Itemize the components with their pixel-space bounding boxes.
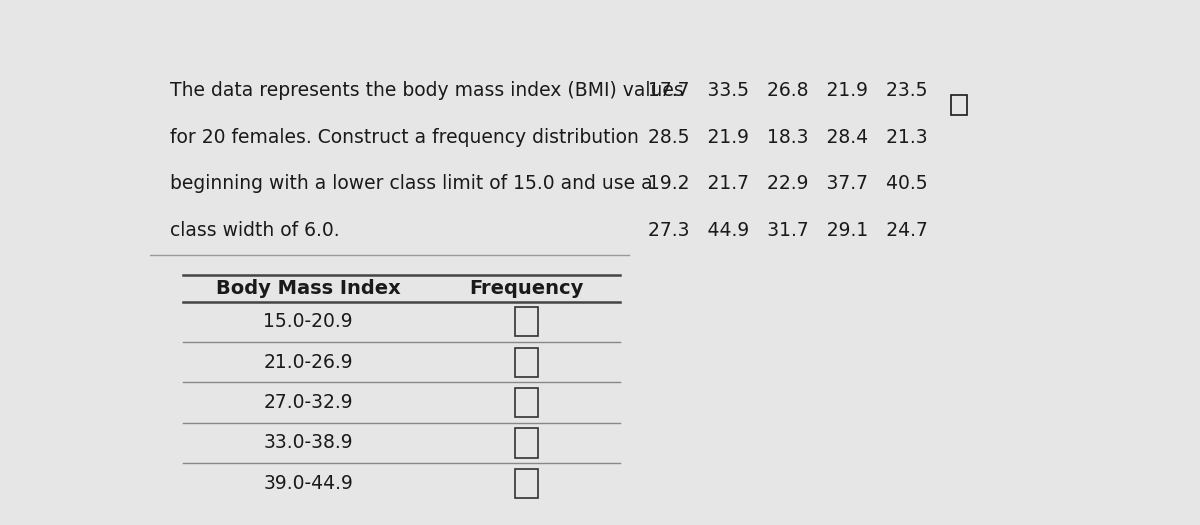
FancyBboxPatch shape (516, 307, 538, 337)
Text: for 20 females. Construct a frequency distribution: for 20 females. Construct a frequency di… (170, 128, 640, 146)
Text: 27.3   44.9   31.7   29.1   24.7: 27.3 44.9 31.7 29.1 24.7 (648, 220, 928, 239)
FancyBboxPatch shape (516, 348, 538, 377)
Text: 21.0-26.9: 21.0-26.9 (263, 353, 353, 372)
Text: 27.0-32.9: 27.0-32.9 (263, 393, 353, 412)
Text: class width of 6.0.: class width of 6.0. (170, 220, 340, 239)
Text: The data represents the body mass index (BMI) values: The data represents the body mass index … (170, 81, 684, 100)
FancyBboxPatch shape (950, 95, 967, 115)
Text: 19.2   21.7   22.9   37.7   40.5: 19.2 21.7 22.9 37.7 40.5 (648, 174, 928, 193)
FancyBboxPatch shape (516, 388, 538, 417)
Text: Body Mass Index: Body Mass Index (216, 279, 401, 298)
Text: 33.0-38.9: 33.0-38.9 (263, 434, 353, 453)
FancyBboxPatch shape (516, 469, 538, 498)
Text: 17.7   33.5   26.8   21.9   23.5: 17.7 33.5 26.8 21.9 23.5 (648, 81, 928, 100)
FancyBboxPatch shape (516, 428, 538, 458)
Text: 15.0-20.9: 15.0-20.9 (263, 312, 353, 331)
Text: beginning with a lower class limit of 15.0 and use a: beginning with a lower class limit of 15… (170, 174, 653, 193)
Text: 28.5   21.9   18.3   28.4   21.3: 28.5 21.9 18.3 28.4 21.3 (648, 128, 928, 146)
Text: 39.0-44.9: 39.0-44.9 (263, 474, 353, 493)
Text: Frequency: Frequency (469, 279, 584, 298)
